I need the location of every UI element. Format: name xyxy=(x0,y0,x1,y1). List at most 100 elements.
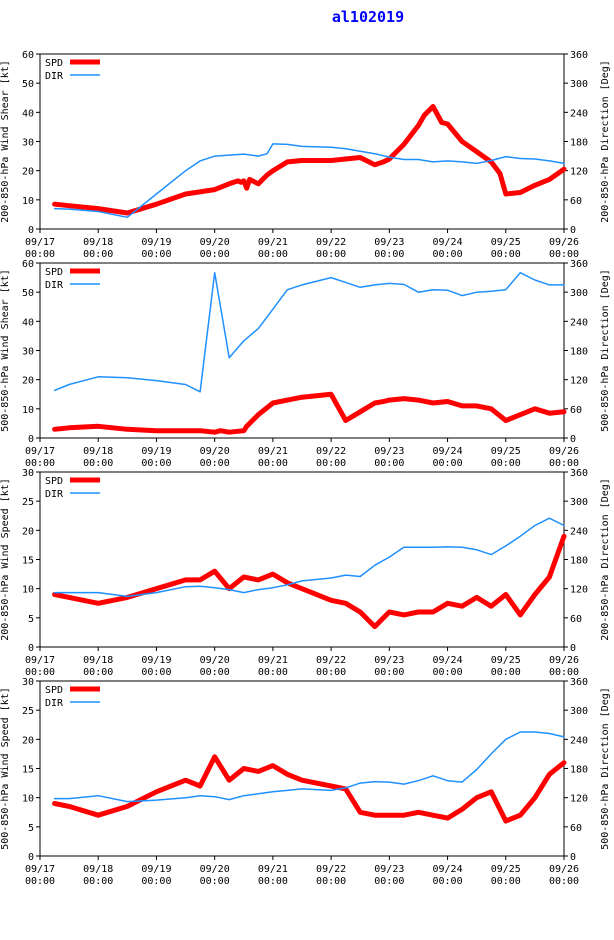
y2-tick-label: 360 xyxy=(570,677,588,688)
plot-frame xyxy=(39,53,565,230)
legend: SPD DIR xyxy=(45,685,100,709)
x-tick-date: 09/21 xyxy=(258,446,288,457)
legend-label-dir: DIR xyxy=(45,280,64,291)
y-tick-label: 10 xyxy=(22,585,34,596)
x-tick-time: 00:00 xyxy=(433,876,463,887)
y2-tick-label: 60 xyxy=(570,405,582,416)
x-tick-date: 09/20 xyxy=(200,864,230,875)
legend: SPD DIR xyxy=(45,58,100,82)
legend-label-dir: DIR xyxy=(45,698,64,709)
y-tick-label: 20 xyxy=(22,167,34,178)
legend: SPD DIR xyxy=(45,476,100,500)
x-tick-time: 00:00 xyxy=(25,876,55,887)
x-tick-time: 00:00 xyxy=(491,458,521,469)
y-tick-label: 10 xyxy=(22,405,34,416)
y2-tick-label: 60 xyxy=(570,614,582,625)
x-tick-time: 00:00 xyxy=(491,667,521,678)
y-tick-label: 25 xyxy=(22,497,34,508)
legend-label-spd: SPD xyxy=(45,476,63,487)
y-tick-label: 10 xyxy=(22,196,34,207)
y2-tick-label: 120 xyxy=(570,167,588,178)
y2-tick-label: 0 xyxy=(570,643,576,654)
y2-tick-label: 180 xyxy=(570,347,588,358)
x-tick-date: 09/25 xyxy=(491,446,521,457)
y2-tick-label: 0 xyxy=(570,225,576,236)
y2-tick-label: 240 xyxy=(570,526,588,537)
x-tick-time: 00:00 xyxy=(25,667,55,678)
x-tick-date: 09/19 xyxy=(141,237,171,248)
y-tick-label: 20 xyxy=(22,735,34,746)
x-tick-date: 09/18 xyxy=(83,446,113,457)
y-tick-label: 5 xyxy=(28,823,34,834)
legend-label-spd: SPD xyxy=(45,685,63,696)
x-tick-time: 00:00 xyxy=(83,249,113,260)
x-tick-time: 00:00 xyxy=(83,458,113,469)
x-tick-date: 09/20 xyxy=(200,446,230,457)
x-tick-time: 00:00 xyxy=(374,876,404,887)
dir-series-line xyxy=(53,143,565,219)
x-tick-time: 00:00 xyxy=(316,876,346,887)
y2-tick-label: 300 xyxy=(570,497,588,508)
x-tick-date: 09/22 xyxy=(316,237,346,248)
y-tick-label: 50 xyxy=(22,288,34,299)
y-tick-label: 0 xyxy=(28,643,34,654)
y-tick-label: 50 xyxy=(22,79,34,90)
panel-4: 05101520253006012018024030036009/1700:00… xyxy=(0,677,611,887)
legend-label-dir: DIR xyxy=(45,71,64,82)
x-tick-time: 00:00 xyxy=(374,458,404,469)
plot-frame xyxy=(39,471,565,648)
x-tick-time: 00:00 xyxy=(433,458,463,469)
y2-tick-label: 240 xyxy=(570,735,588,746)
y-tick-label: 60 xyxy=(22,50,34,61)
y-tick-label: 20 xyxy=(22,376,34,387)
x-tick-time: 00:00 xyxy=(549,249,579,260)
y2-tick-label: 180 xyxy=(570,138,588,149)
x-tick-time: 00:00 xyxy=(258,458,288,469)
x-tick-date: 09/24 xyxy=(433,655,463,666)
y-tick-label: 15 xyxy=(22,765,34,776)
x-tick-date: 09/18 xyxy=(83,864,113,875)
x-tick-date: 09/23 xyxy=(374,237,404,248)
y2-tick-label: 300 xyxy=(570,288,588,299)
x-tick-time: 00:00 xyxy=(25,458,55,469)
y-tick-label: 20 xyxy=(22,526,34,537)
x-tick-time: 00:00 xyxy=(491,876,521,887)
x-tick-time: 00:00 xyxy=(549,876,579,887)
x-tick-date: 09/24 xyxy=(433,237,463,248)
spd-series-line xyxy=(52,391,567,435)
y-tick-label: 25 xyxy=(22,706,34,717)
x-tick-date: 09/23 xyxy=(374,864,404,875)
x-tick-time: 00:00 xyxy=(316,458,346,469)
x-tick-date: 09/25 xyxy=(491,655,521,666)
y-tick-label: 30 xyxy=(22,347,34,358)
y-axis-title: 200-850-hPa Wind Speed [kt] xyxy=(0,478,11,641)
y-tick-label: 60 xyxy=(22,259,34,270)
y-axis-title: 500-850-hPa Wind Speed [kt] xyxy=(0,687,11,850)
x-tick-date: 09/22 xyxy=(316,446,346,457)
x-tick-time: 00:00 xyxy=(433,667,463,678)
y-axis-title: 500-850-hPa Wind Shear [kt] xyxy=(0,269,11,432)
dir-series-line xyxy=(53,731,565,803)
x-tick-date: 09/21 xyxy=(258,237,288,248)
spd-series-line xyxy=(52,104,567,216)
y-tick-label: 30 xyxy=(22,468,34,479)
x-tick-time: 00:00 xyxy=(258,876,288,887)
dir-series-line xyxy=(53,271,565,393)
x-tick-time: 00:00 xyxy=(258,667,288,678)
x-tick-date: 09/23 xyxy=(374,446,404,457)
x-tick-time: 00:00 xyxy=(83,876,113,887)
x-tick-time: 00:00 xyxy=(200,667,230,678)
legend-label-dir: DIR xyxy=(45,489,64,500)
x-tick-date: 09/19 xyxy=(141,446,171,457)
x-tick-time: 00:00 xyxy=(200,876,230,887)
legend-label-spd: SPD xyxy=(45,267,63,278)
plot-frame xyxy=(39,262,565,439)
x-tick-date: 09/21 xyxy=(258,864,288,875)
y2-tick-label: 120 xyxy=(570,376,588,387)
x-tick-date: 09/26 xyxy=(549,237,579,248)
x-tick-date: 09/26 xyxy=(549,446,579,457)
x-tick-date: 09/24 xyxy=(433,864,463,875)
y2-axis-title: 500-850-hPa Direction [Deg] xyxy=(600,269,611,432)
y-tick-label: 15 xyxy=(22,556,34,567)
